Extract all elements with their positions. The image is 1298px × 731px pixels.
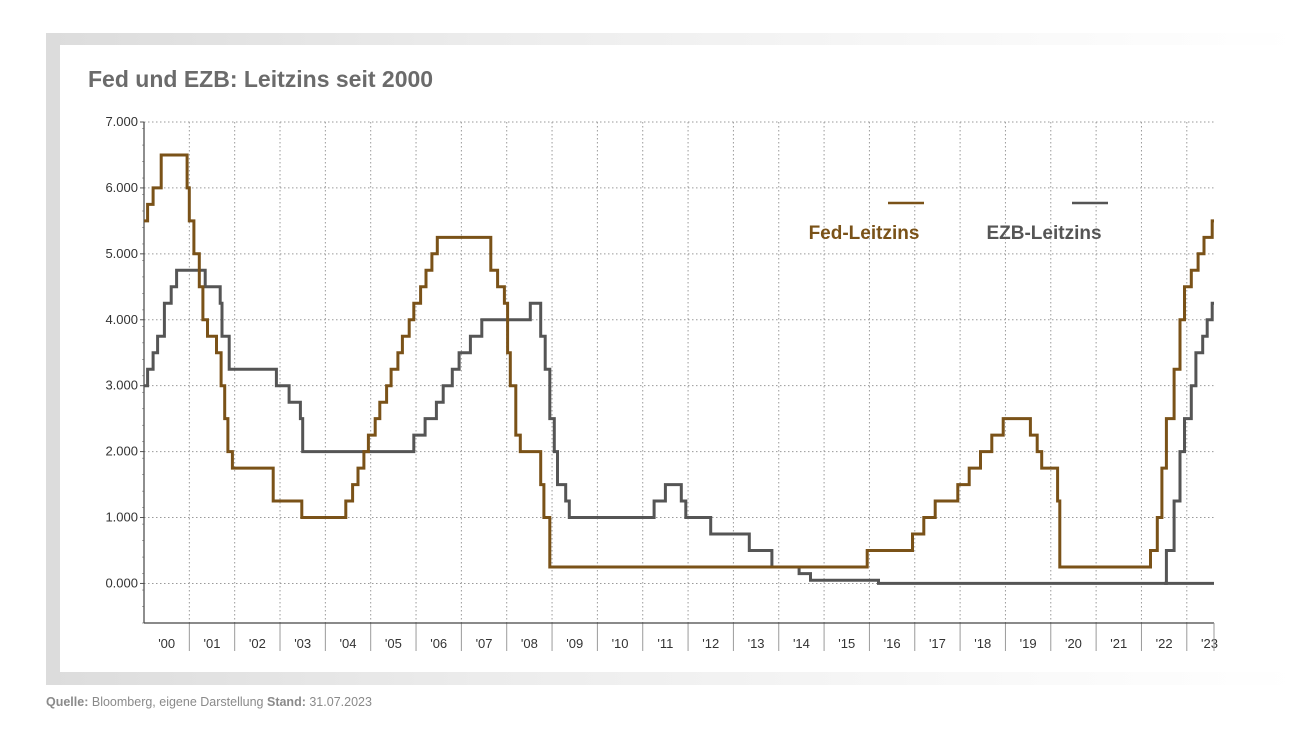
y-tick-label: 6.000 (105, 180, 138, 195)
x-tick-label: '22 (1156, 636, 1173, 651)
x-tick-label: '04 (340, 636, 357, 651)
stand-value: 31.07.2023 (309, 695, 372, 709)
x-tick-label: '14 (793, 636, 810, 651)
legend-fed-label: Fed-Leitzins (809, 223, 920, 244)
x-tick-label: '12 (702, 636, 719, 651)
y-tick-label: 4.000 (105, 312, 138, 327)
x-tick-label: '21 (1110, 636, 1127, 651)
x-tick-label: '01 (204, 636, 221, 651)
x-tick-label: '09 (566, 636, 583, 651)
y-tick-label: 3.000 (105, 378, 138, 393)
x-tick-label: '13 (748, 636, 765, 651)
x-tick-label: '00 (158, 636, 175, 651)
chart-title: Fed und EZB: Leitzins seit 2000 (88, 66, 434, 92)
x-tick-label: '19 (1020, 636, 1037, 651)
y-tick-label: 2.000 (105, 444, 138, 459)
x-tick-label: '02 (249, 636, 266, 651)
x-tick-label: '05 (385, 636, 402, 651)
fed-series-line (144, 153, 1214, 569)
source-text: Bloomberg, eigene Darstellung (91, 695, 264, 709)
x-tick-label: '06 (430, 636, 447, 651)
x-tick-label: '10 (612, 636, 629, 651)
source-note: Quelle: Bloomberg, eigene Darstellung St… (46, 695, 372, 709)
y-tick-label: 5.000 (105, 246, 138, 261)
x-tick-label: '20 (1065, 636, 1082, 651)
x-tick-label: '15 (838, 636, 855, 651)
ezb-series-line-2022 (1164, 301, 1214, 585)
x-tick-label: '23 (1201, 636, 1218, 651)
x-tick-label: '08 (521, 636, 538, 651)
x-tick-label: '18 (974, 636, 991, 651)
stand-label: Stand: (266, 695, 306, 709)
x-tick-label: '16 (884, 636, 901, 651)
y-tick-label: 7.000 (105, 114, 138, 129)
y-tick-label: 0.000 (105, 575, 138, 590)
x-tick-label: '07 (476, 636, 493, 651)
x-tick-label: '03 (294, 636, 311, 651)
x-tick-label: '17 (929, 636, 946, 651)
legend-ezb-label: EZB-Leitzins (986, 223, 1101, 244)
x-tick-label: '11 (657, 636, 673, 651)
y-tick-label: 1.000 (105, 510, 138, 525)
source-label: Quelle: (46, 695, 89, 709)
ezb-series-line (144, 268, 1214, 585)
